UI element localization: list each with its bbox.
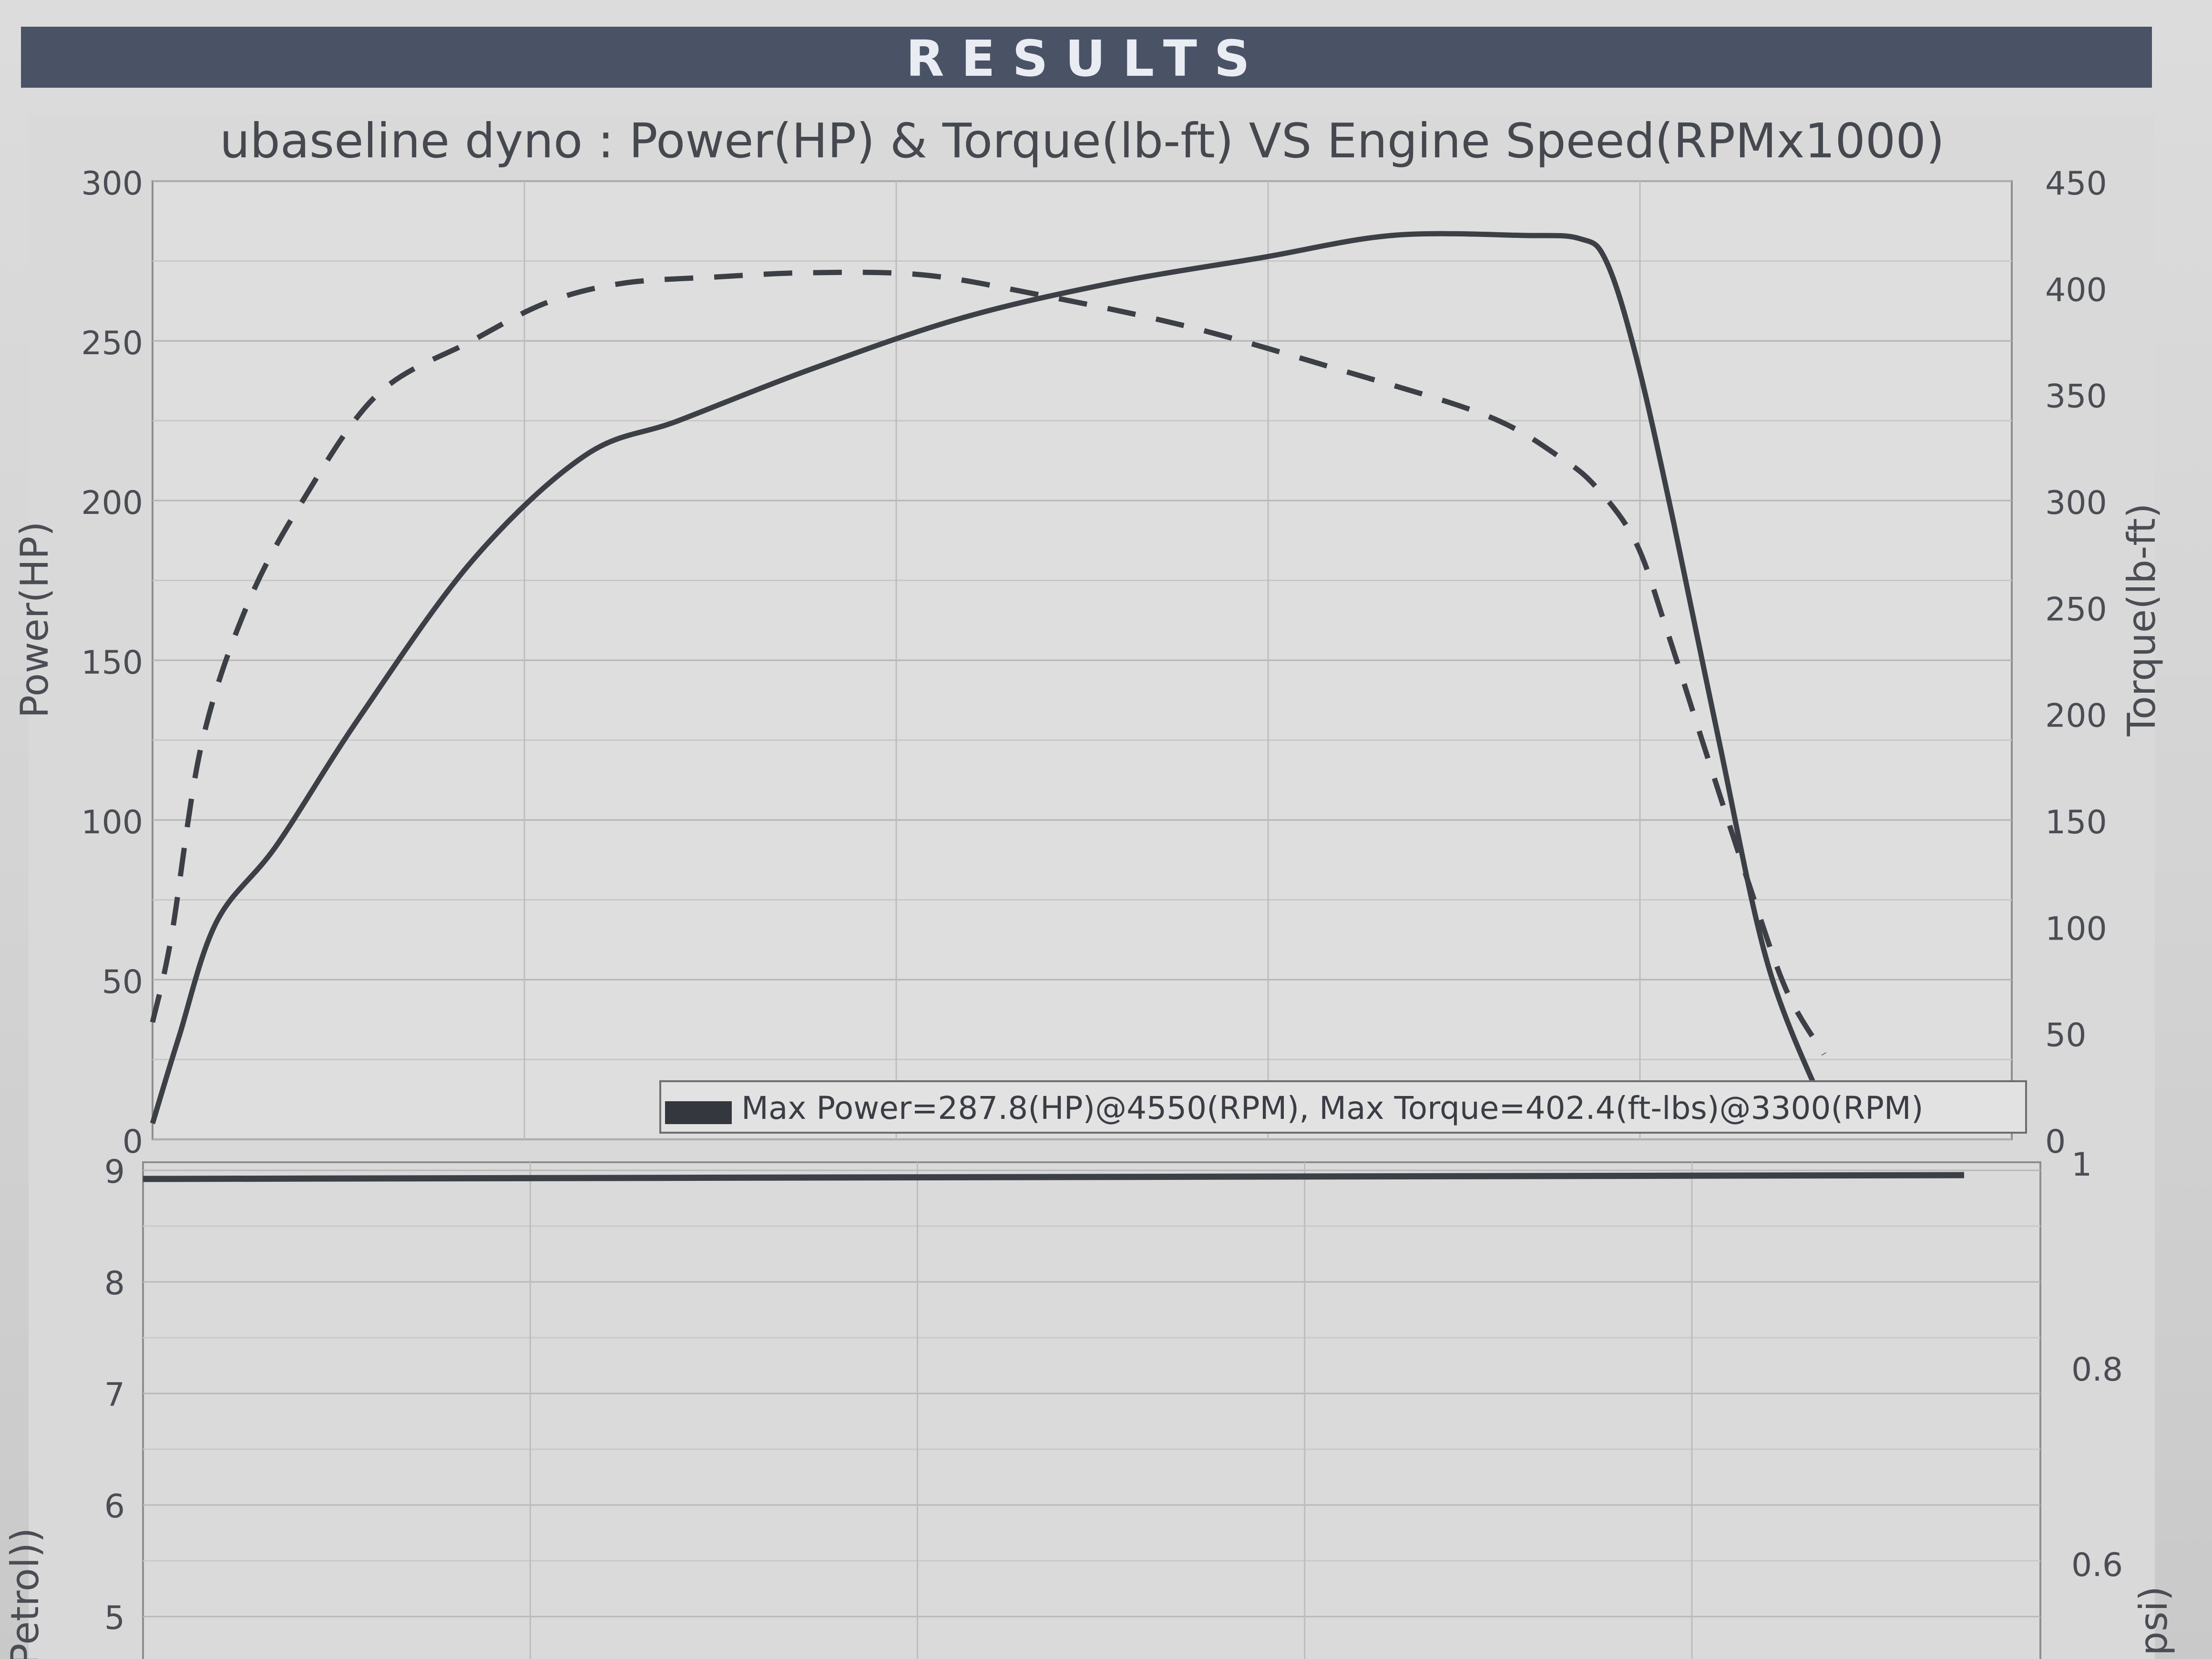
y-tick-label: 0 [123,1123,143,1161]
lower-y-tick-label: 8 [104,1265,125,1302]
legend-box [659,1080,2027,1134]
y-tick-label: 150 [81,644,143,682]
top-grid [153,180,2012,1140]
series-lower-line [143,1172,1965,1182]
lower-y-axis-label-right: psi) [2131,1586,2176,1656]
y-axis-label-power: Power(HP) [12,522,57,718]
legend: Max Power=287.8(HP)@4550(RPM), Max Torqu… [659,1080,2027,1134]
series-power-line [150,231,1827,1125]
y2-tick-label: 350 [2045,378,2107,416]
lower-y2-tick-label: 0.6 [2071,1546,2123,1584]
bottom-grid [143,1162,2040,1659]
y-tick-label: 50 [102,963,143,1001]
y2-tick-label: 300 [2045,484,2107,522]
lower-y-tick-label: 7 [104,1376,125,1414]
y2-tick-label: 450 [2045,165,2107,203]
y-tick-label: 300 [81,165,143,203]
y2-tick-label: 100 [2045,910,2107,948]
lower-plot-area [142,1161,2041,1659]
y2-tick-label: 0 [2045,1123,2066,1161]
lower-y-tick-label: 5 [104,1599,125,1637]
y-tick-label: 100 [81,804,143,841]
lower-left-axis-ticks: 9 8 7 6 5 [104,1153,125,1637]
left-axis-ticks: 0 50 100 150 200 250 300 [81,165,143,1161]
banner-title: RESULTS [906,30,1267,88]
y-tick-label: 200 [81,484,143,522]
lower-y-axis-label-left: Petrol)) [3,1528,47,1659]
legend-swatch [665,1101,732,1124]
y2-tick-label: 250 [2045,591,2107,628]
y2-tick-label: 400 [2045,271,2107,309]
right-axis-ticks: 0 50 100 150 200 250 300 350 400 450 [2045,165,2107,1161]
y2-tick-label: 150 [2045,804,2107,841]
lower-y-tick-label: 9 [104,1153,125,1191]
lower-right-axis-ticks: 1 0.8 0.6 [2071,1146,2123,1584]
series-torque-line [150,269,1826,1056]
legend-text: Max Power=287.8(HP)@4550(RPM), Max Torqu… [741,1090,1924,1126]
lower-y2-tick-label: 1 [2071,1146,2092,1184]
y2-tick-label: 200 [2045,697,2107,735]
results-banner: RESULTS [21,27,2152,88]
lower-y-tick-label: 6 [104,1488,125,1526]
y-axis-label-torque: Torque(lb-ft) [2120,503,2164,737]
y2-tick-label: 50 [2045,1017,2087,1055]
y-tick-label: 250 [81,325,143,362]
chart-title: ubaseline dyno : Power(HP) & Torque(lb-f… [220,113,1945,169]
lower-y2-tick-label: 0.8 [2071,1351,2123,1389]
